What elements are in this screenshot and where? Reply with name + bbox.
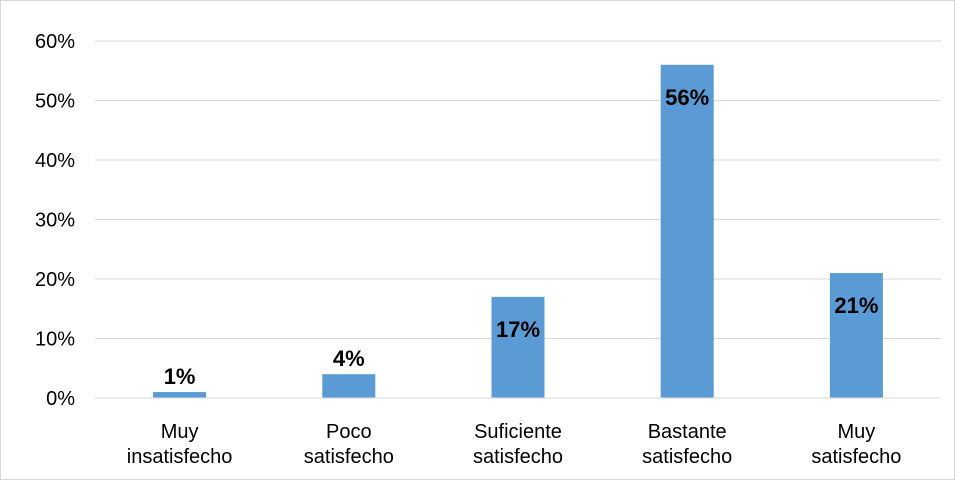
x-axis-categories: Muy insatisfecho Poco satisfecho Suficiente s… (127, 421, 902, 468)
bar (491, 296, 545, 398)
x-category-label: Poco satisfecho (304, 421, 394, 468)
bar (153, 392, 207, 398)
x-category-label: Bastante satisfecho (642, 421, 732, 468)
y-tick-label: 0% (46, 388, 75, 410)
data-label: 4% (333, 346, 365, 371)
bars (153, 64, 883, 399)
y-tick-label: 10% (35, 329, 75, 351)
data-label: 1% (164, 364, 196, 389)
data-label: 56% (665, 85, 709, 110)
y-tick-label: 40% (35, 150, 75, 172)
y-tick-label: 20% (35, 269, 75, 291)
bar (322, 374, 376, 398)
y-tick-label: 30% (35, 210, 75, 232)
y-tick-label: 50% (35, 91, 75, 113)
data-labels: 1% 4% 17% 56% 21% (164, 85, 879, 389)
gridlines (95, 40, 941, 339)
y-axis-ticks: 0% 10% 20% 30% 40% 50% 60% (35, 31, 75, 410)
bar (660, 64, 714, 399)
bar (829, 273, 883, 398)
x-category-label: Muy satisfecho (811, 421, 901, 468)
y-tick-label: 60% (35, 31, 75, 53)
x-category-label: Suficiente satisfecho (473, 421, 563, 468)
data-label: 17% (496, 317, 540, 342)
data-label: 21% (834, 293, 878, 318)
x-category-label: Muy insatisfecho (127, 421, 233, 468)
